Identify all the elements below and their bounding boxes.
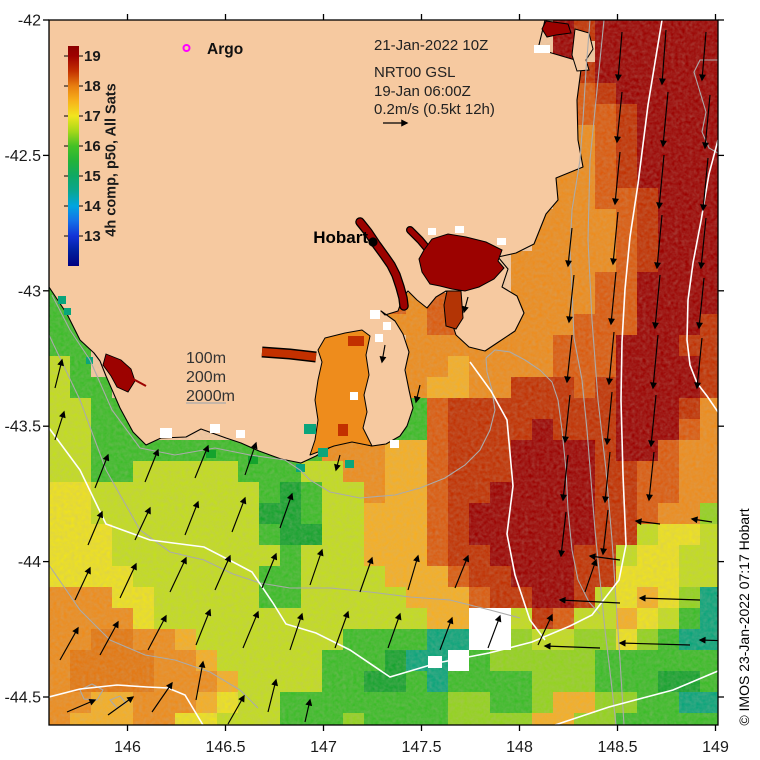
svg-text:Argo: Argo [207, 41, 243, 58]
svg-text:17: 17 [84, 108, 101, 125]
svg-text:© IMOS 23-Jan-2022 07:17 Hobar: © IMOS 23-Jan-2022 07:17 Hobart [736, 508, 752, 725]
svg-text:-43.5: -43.5 [5, 419, 42, 436]
svg-text:-44: -44 [18, 554, 41, 571]
svg-text:200m: 200m [186, 369, 226, 386]
svg-text:-44.5: -44.5 [5, 690, 42, 707]
svg-text:18: 18 [84, 78, 101, 95]
svg-text:0.2m/s (0.5kt 12h): 0.2m/s (0.5kt 12h) [374, 101, 495, 118]
svg-text:13: 13 [84, 228, 101, 245]
svg-text:16: 16 [84, 138, 101, 155]
svg-text:2000m: 2000m [186, 388, 235, 405]
svg-text:14: 14 [84, 198, 101, 215]
svg-text:NRT00 GSL: NRT00 GSL [374, 64, 455, 81]
svg-text:100m: 100m [186, 350, 226, 367]
svg-text:147: 147 [310, 739, 337, 756]
svg-text:15: 15 [84, 168, 101, 185]
svg-text:Hobart: Hobart [313, 228, 368, 247]
svg-text:-42: -42 [18, 13, 41, 30]
svg-text:19-Jan 06:00Z: 19-Jan 06:00Z [374, 83, 471, 100]
svg-text:146.5: 146.5 [205, 739, 245, 756]
svg-text:149: 149 [702, 739, 729, 756]
svg-text:19: 19 [84, 48, 101, 65]
svg-text:148: 148 [506, 739, 533, 756]
svg-text:4h comp, p50, All Sats: 4h comp, p50, All Sats [104, 83, 120, 236]
svg-text:147.5: 147.5 [401, 739, 441, 756]
svg-text:-43: -43 [18, 283, 41, 300]
svg-text:146: 146 [114, 739, 141, 756]
svg-text:-42.5: -42.5 [5, 148, 42, 165]
svg-text:21-Jan-2022 10Z: 21-Jan-2022 10Z [374, 37, 488, 54]
svg-text:148.5: 148.5 [597, 739, 637, 756]
